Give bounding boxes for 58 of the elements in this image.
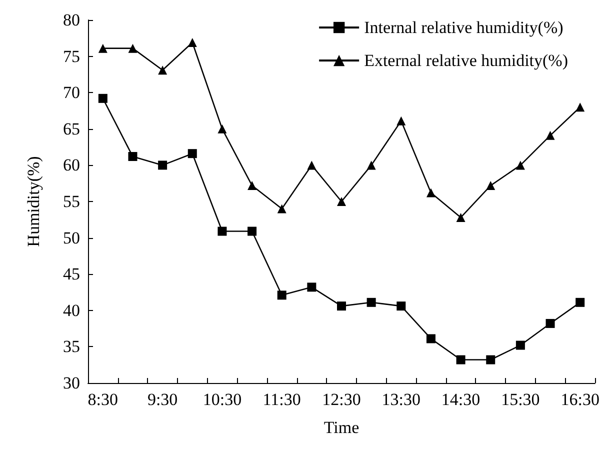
y-tick-label: 65 <box>63 119 80 138</box>
point <box>426 334 436 344</box>
point <box>337 302 346 311</box>
point <box>516 160 525 170</box>
x-tick-label: 9:30 <box>147 390 178 409</box>
point <box>98 44 108 53</box>
point <box>277 204 286 214</box>
y-tick-label: 80 <box>63 10 80 30</box>
y-tick-label: 30 <box>63 374 80 392</box>
y-axis-title: Humidity(%) <box>24 156 43 247</box>
legend-label: Internal relative humidity(%) <box>364 18 564 37</box>
legend-label: External relative humidity(%) <box>364 51 568 70</box>
point <box>366 298 376 307</box>
y-tick-label: 70 <box>63 83 80 102</box>
point <box>337 197 346 206</box>
y-tick-label: 45 <box>63 264 80 284</box>
x-tick-label: 8:30 <box>88 390 118 409</box>
point <box>188 38 197 48</box>
point <box>546 318 555 328</box>
x-axis-title: Time <box>324 418 360 437</box>
point <box>576 298 585 307</box>
x-tick-label: 11:30 <box>262 390 301 409</box>
point <box>366 160 376 170</box>
point <box>576 102 585 112</box>
y-tick-label: 55 <box>63 192 80 211</box>
point <box>396 302 406 311</box>
x-tick-label: 13:30 <box>382 390 421 409</box>
point <box>128 152 138 161</box>
point <box>277 290 286 300</box>
x-tick-label: 16:30 <box>560 390 600 409</box>
point <box>158 160 168 170</box>
point <box>486 355 496 364</box>
x-tick-label: 15:30 <box>501 390 540 409</box>
point <box>486 181 496 190</box>
y-tick-label: 35 <box>63 337 80 356</box>
y-tick-label: 60 <box>63 156 80 175</box>
point <box>128 44 138 53</box>
x-tick-label: 12:30 <box>322 390 361 409</box>
point <box>218 226 227 236</box>
point <box>188 149 197 158</box>
point <box>307 282 316 292</box>
x-tick-label: 14:30 <box>441 390 480 409</box>
point <box>158 66 168 75</box>
y-tick-label: 40 <box>63 300 80 320</box>
point <box>98 94 108 103</box>
point <box>307 160 316 170</box>
y-tick-label: 50 <box>63 228 80 248</box>
point <box>396 116 406 126</box>
point <box>456 212 466 222</box>
point <box>456 355 466 364</box>
x-tick-label: 10:30 <box>202 390 242 409</box>
y-tick-label: 75 <box>63 46 80 66</box>
point <box>248 226 257 236</box>
point <box>218 124 227 134</box>
point <box>248 181 257 190</box>
point <box>426 188 436 198</box>
point <box>546 130 555 140</box>
point <box>516 340 525 350</box>
